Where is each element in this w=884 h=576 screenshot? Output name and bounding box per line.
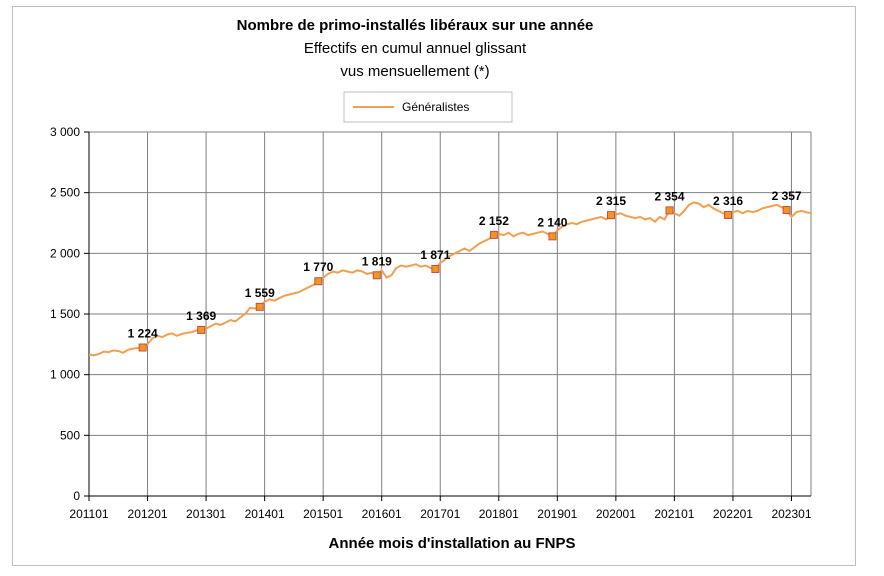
y-tick-label: 2 000 [50,246,80,260]
data-marker [197,325,206,334]
y-tick-labels: 0 500 1 000 1 500 2 000 2 500 3 000 [50,125,80,503]
x-tick-label: 201501 [303,507,343,521]
legend-label-generalistes: Généralistes [402,100,469,114]
chart-title: Nombre de primo-installés libéraux sur u… [237,17,594,34]
x-tick-label: 202001 [596,507,636,521]
data-marker [724,210,733,219]
data-label: 1 559 [245,286,275,300]
chart-subtitle-line-2: vus mensuellement (*) [340,63,489,80]
data-label: 1 871 [420,248,450,262]
data-marker [606,211,615,220]
y-tick-label: 1 000 [50,368,80,382]
x-tick-label: 201101 [69,507,108,521]
y-tick-label: 1 500 [50,307,80,321]
data-label: 2 357 [772,189,802,203]
data-label: 1 770 [303,260,333,274]
data-label: 2 140 [537,215,567,229]
data-labels: 1 224 1 369 1 559 1 770 1 819 1 871 2 152 2 140… [128,189,802,340]
chart-subtitle-line-1: Effectifs en cumul annuel glissant [304,40,527,57]
x-axis-title: Année mois d'installation au FNPS [329,535,576,552]
data-label: 1 819 [362,254,392,268]
x-tick-label: 201401 [245,507,285,521]
x-tick-label: 201301 [186,507,226,521]
x-tick-label: 201201 [128,507,168,521]
x-tick-label: 202301 [771,507,811,521]
y-tick-label: 0 [73,489,80,503]
data-marker [548,232,557,241]
y-tick-label: 3 000 [50,125,80,139]
x-tick-label: 201601 [362,507,402,521]
x-tick-label: 202101 [654,507,694,521]
data-marker [489,230,498,239]
x-tick-label: 201701 [420,507,460,521]
data-marker [665,206,674,215]
data-label: 2 354 [655,189,685,203]
data-marker [138,343,147,352]
y-tick-label: 500 [60,428,80,442]
series-markers [138,206,791,352]
x-tick-label: 202201 [713,507,753,521]
data-marker [314,277,323,286]
data-label: 1 224 [128,326,158,340]
legend: Généralistes [343,91,513,123]
data-label: 2 315 [596,194,626,208]
data-marker [372,271,381,280]
data-marker [782,206,791,215]
data-marker [255,302,264,311]
data-label: 1 369 [186,309,216,323]
x-tick-label: 201801 [479,507,519,521]
data-label: 2 152 [479,214,509,228]
series-line-generalistes [88,201,812,357]
data-marker [431,264,440,273]
axes [84,131,811,501]
y-tick-label: 2 500 [50,186,80,200]
x-tick-label: 201901 [537,507,577,521]
data-label: 2 316 [713,194,743,208]
grid [89,131,812,496]
x-tick-labels: 201101 201201 201301 201401 201501 201601 2017… [69,507,811,521]
